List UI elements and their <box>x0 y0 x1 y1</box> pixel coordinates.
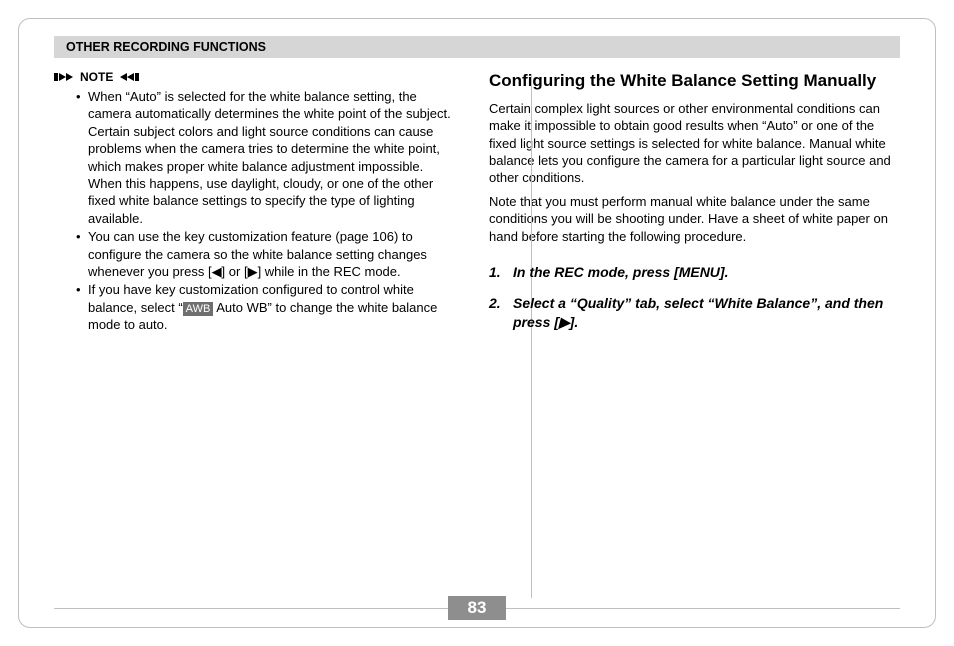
awb-badge: AWB <box>183 302 214 316</box>
note-label: NOTE <box>54 70 459 84</box>
step-text: Select a “Quality” tab, select “White Ba… <box>513 295 883 330</box>
page-footer: 83 <box>0 596 954 620</box>
note-bullet-item: You can use the key customization featur… <box>78 228 459 280</box>
body-paragraph: Certain complex light sources or other e… <box>489 100 900 187</box>
footer-rule-right <box>504 608 900 609</box>
columns: NOTE When “Auto” is selected for the whi… <box>54 70 900 344</box>
step-text: In the REC mode, press [MENU]. <box>513 264 728 280</box>
column-divider <box>531 76 532 598</box>
section-header: OTHER RECORDING FUNCTIONS <box>54 36 900 58</box>
note-bullet-item: When “Auto” is selected for the white ba… <box>78 88 459 227</box>
step-list: 1. In the REC mode, press [MENU]. 2. Select… <box>489 263 900 332</box>
note-arrow-right-icon <box>54 72 76 82</box>
step-item: 2. Select a “Quality” tab, select “White … <box>489 294 900 332</box>
note-bullet-list: When “Auto” is selected for the white ba… <box>54 88 459 334</box>
right-column: Configuring the White Balance Setting Ma… <box>489 70 900 344</box>
step-number: 1. <box>489 263 501 282</box>
note-bullet-item: If you have key customization configured… <box>78 281 459 333</box>
subsection-heading: Configuring the White Balance Setting Ma… <box>489 70 900 92</box>
step-number: 2. <box>489 294 501 313</box>
page-number: 83 <box>448 596 507 620</box>
note-arrow-left-icon <box>117 72 139 82</box>
page-content: OTHER RECORDING FUNCTIONS NOTE When “Aut… <box>54 36 900 586</box>
step-item: 1. In the REC mode, press [MENU]. <box>489 263 900 282</box>
left-column: NOTE When “Auto” is selected for the whi… <box>54 70 459 344</box>
footer-rule-left <box>54 608 450 609</box>
body-paragraph: Note that you must perform manual white … <box>489 193 900 245</box>
note-label-text: NOTE <box>80 70 113 84</box>
